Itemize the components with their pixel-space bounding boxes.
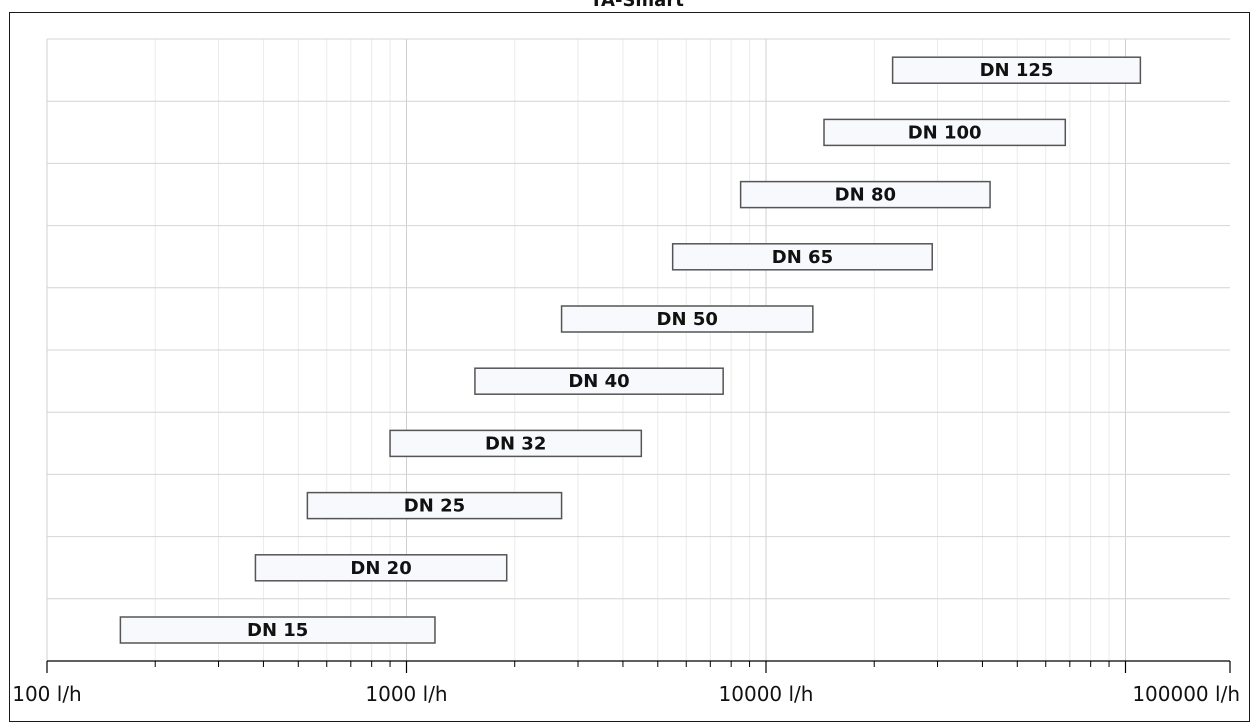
range-bar [254,554,508,582]
x-tick-label: 10000 l/h [719,682,814,706]
bar-label: DN 50 [657,309,718,330]
range-bar [671,243,933,271]
bar-label: DN 100 [908,122,982,143]
range-bar [306,491,563,520]
bar-label: DN 125 [980,60,1054,81]
x-axis: 100 l/h 1000 l/h 10000 l/h 100000 l/h [12,660,1240,706]
bar-label: DN 15 [247,620,308,641]
chart-title: TA-Smart [590,0,684,11]
bar-label: DN 40 [568,371,629,392]
range-bar [823,118,1067,147]
bar-label: DN 32 [485,433,546,454]
range-bar [389,429,643,458]
x-tick-label: 1000 l/h [365,682,447,706]
bar-label: DN 25 [404,496,465,517]
bars: DN 15 DN 20 DN 25 DN 32 DN 40 DN 50 DN 65 DN 80… [119,56,1142,644]
bar-label: DN 65 [772,247,833,268]
range-bar [891,56,1142,84]
x-tick-label: 100000 l/h [1132,682,1240,706]
range-bar [739,180,991,209]
bar-label: DN 80 [835,185,896,206]
range-bar [119,616,436,644]
bar-label: DN 20 [350,558,411,579]
range-bar [474,367,724,395]
x-tick-label: 100 l/h [12,682,82,706]
range-bar [560,305,814,333]
